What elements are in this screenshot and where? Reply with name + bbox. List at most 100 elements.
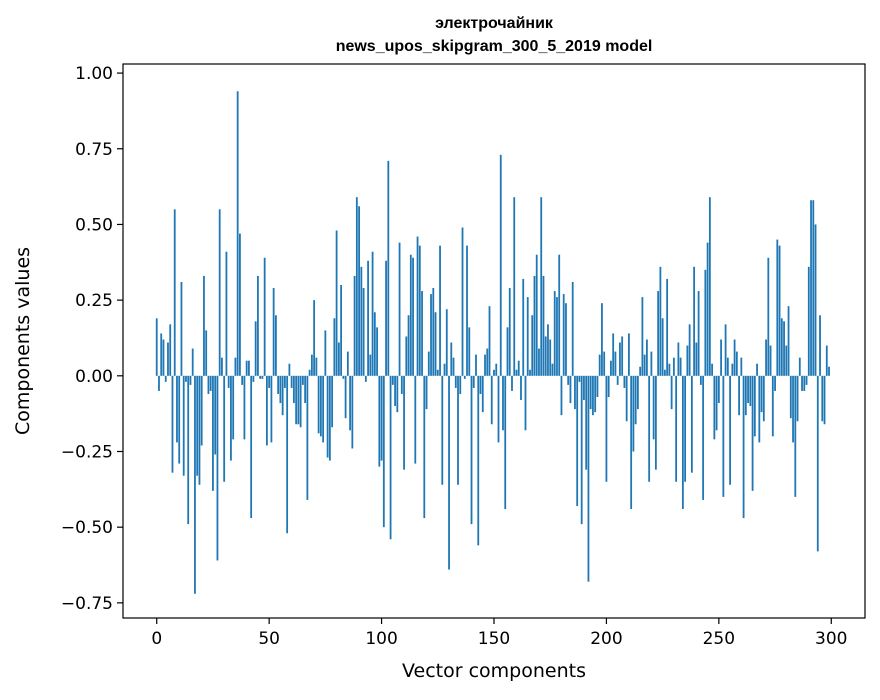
bar <box>297 375 300 425</box>
bar <box>706 242 709 376</box>
bar <box>614 351 617 376</box>
bar <box>196 375 199 476</box>
bar <box>304 375 307 404</box>
bar <box>580 375 583 525</box>
bar <box>243 375 246 440</box>
bar <box>358 206 360 376</box>
bar <box>576 375 579 506</box>
bar <box>603 351 606 376</box>
bar <box>171 375 174 473</box>
bar <box>430 294 432 376</box>
bar <box>470 375 473 525</box>
bar <box>169 324 172 376</box>
bar <box>612 333 615 376</box>
bar <box>663 369 666 376</box>
bar <box>785 345 788 376</box>
bar <box>774 375 776 391</box>
bar <box>180 281 183 376</box>
bar <box>353 275 356 376</box>
bar <box>506 327 509 376</box>
bar <box>684 375 687 482</box>
bar <box>726 357 729 376</box>
bar <box>194 375 196 594</box>
bar <box>254 321 257 376</box>
bar <box>342 375 345 379</box>
bar <box>185 375 187 382</box>
bar <box>270 375 273 443</box>
bar <box>400 375 403 394</box>
bar <box>713 375 716 440</box>
bar <box>688 324 691 376</box>
bar <box>558 254 561 376</box>
bar <box>574 375 576 410</box>
bar <box>776 239 779 376</box>
bar <box>484 354 486 376</box>
bar <box>504 375 507 510</box>
bar <box>436 369 439 376</box>
bar <box>214 375 217 455</box>
bar <box>200 375 203 446</box>
bar <box>695 342 698 376</box>
bar <box>396 375 399 413</box>
chart-title: электрочайник <box>435 15 554 32</box>
bar <box>796 375 799 422</box>
bar <box>578 375 581 382</box>
bar <box>717 375 720 404</box>
bar <box>394 375 396 407</box>
bar <box>623 375 626 388</box>
bar <box>533 275 536 376</box>
bar <box>729 375 731 485</box>
chart-subtitle: news_upos_skipgram_300_5_2019 model <box>336 38 653 55</box>
bar <box>828 366 830 376</box>
bar <box>639 366 642 376</box>
bar <box>780 318 783 376</box>
bar <box>176 375 178 443</box>
x-tick-label: 100 <box>365 629 397 649</box>
bar <box>295 375 298 425</box>
bar <box>659 266 662 376</box>
bar <box>601 303 603 376</box>
bar <box>382 375 385 528</box>
bar <box>668 363 671 376</box>
bar <box>742 375 745 519</box>
bar <box>205 330 208 376</box>
bar <box>814 224 817 376</box>
bar <box>362 288 365 376</box>
bar <box>637 375 639 410</box>
bar <box>792 375 794 443</box>
bar <box>549 339 552 376</box>
bar <box>250 375 253 519</box>
bar <box>313 300 316 376</box>
bar <box>409 254 412 376</box>
bar <box>468 327 471 376</box>
bar <box>367 260 369 376</box>
bar <box>648 375 651 482</box>
bar <box>686 345 689 376</box>
bar <box>283 375 286 388</box>
bar <box>346 351 349 376</box>
x-axis-label: Vector components <box>402 660 586 682</box>
bar <box>216 375 219 561</box>
bar <box>299 375 302 428</box>
bar <box>634 375 637 425</box>
bar <box>677 342 680 376</box>
bar <box>819 315 821 376</box>
bar <box>628 333 630 376</box>
bar <box>715 375 718 431</box>
bar <box>704 269 707 376</box>
bar <box>562 294 565 376</box>
bar <box>767 257 770 376</box>
bar <box>540 197 543 376</box>
bar <box>457 375 459 485</box>
bar <box>720 339 722 376</box>
y-tick-label: −0.50 <box>61 518 113 538</box>
bar <box>592 375 594 416</box>
bar <box>450 342 453 376</box>
bar <box>513 197 516 376</box>
bar <box>167 342 169 376</box>
bar <box>421 291 423 376</box>
bar <box>337 342 340 376</box>
bar <box>158 375 160 391</box>
y-tick-label: 1.00 <box>75 64 113 84</box>
